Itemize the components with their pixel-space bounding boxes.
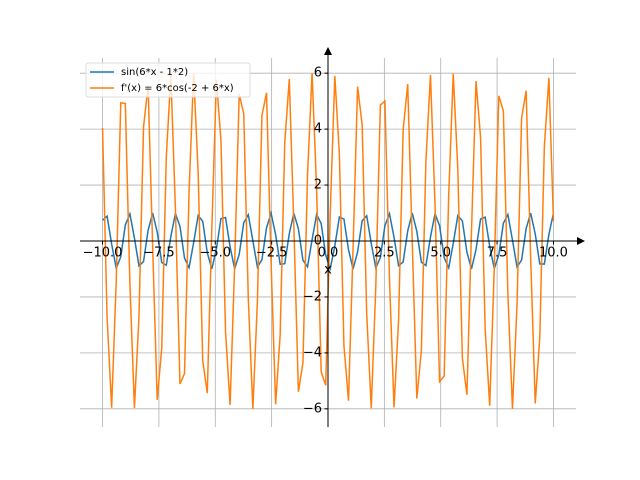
legend-box [85, 62, 251, 98]
x-axis-arrow [577, 236, 585, 245]
axes: −10.0 −7.5 −5.0 −2.5 0.0 2.5 5.0 7.5 10.0−6−4−20… [80, 47, 585, 427]
x-axis-label: x [324, 262, 332, 277]
x-tick-label: 10.0 [539, 245, 568, 260]
y-tick-label: −4 [303, 345, 322, 360]
y-axis-arrow [324, 47, 332, 55]
x-tick-label: −7.5 [143, 245, 175, 260]
y-tick-label: 6 [314, 66, 322, 81]
legend: sin(6*x - 1*2) f'(x) = 6*cos(-2 + 6*x) [85, 62, 251, 98]
x-tick-label: −2.5 [256, 245, 288, 260]
x-tick-label: 7.5 [487, 245, 508, 260]
legend-label: sin(6*x - 1*2) [121, 67, 188, 78]
y-tick-label: −2 [303, 289, 322, 304]
y-tick-label: 4 [314, 122, 322, 137]
x-tick-label: −10.0 [83, 245, 123, 260]
y-tick-label: 2 [314, 178, 322, 193]
legend-label: f'(x) = 6*cos(-2 + 6*x) [121, 83, 234, 94]
y-tick-label: −6 [303, 401, 322, 416]
x-tick-label: −5.0 [199, 245, 231, 260]
x-tick-label: 5.0 [430, 245, 451, 260]
x-tick-label: 2.5 [374, 245, 395, 260]
